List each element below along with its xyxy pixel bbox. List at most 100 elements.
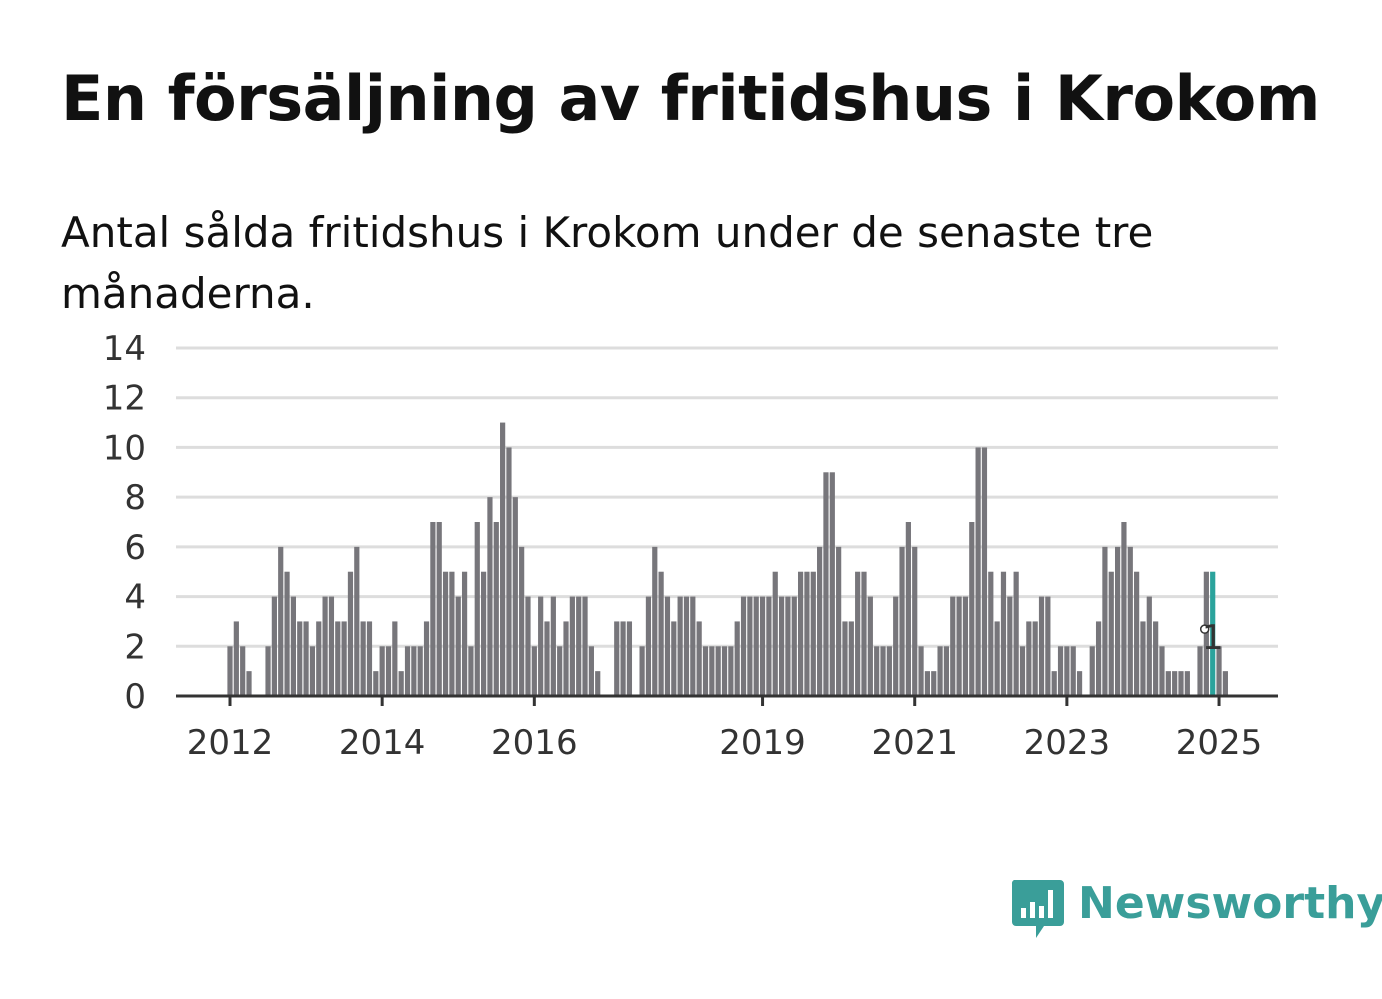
bar [683, 596, 690, 696]
bar [347, 571, 354, 696]
bar [924, 671, 930, 696]
bar [1203, 571, 1209, 696]
bar [328, 596, 335, 696]
bar [1140, 621, 1146, 696]
bar [842, 621, 848, 696]
bar [880, 646, 886, 696]
bar [582, 596, 588, 696]
bar [442, 571, 449, 696]
brand-name: Newsworthy [1078, 878, 1382, 929]
bar [595, 671, 601, 696]
bar [1121, 522, 1127, 696]
bar [734, 621, 740, 696]
bar [500, 422, 506, 696]
bar [810, 571, 816, 696]
bar [290, 596, 296, 696]
bar [1115, 546, 1121, 696]
bar [772, 571, 778, 696]
bar [512, 497, 518, 696]
bar [671, 621, 677, 696]
bar [645, 596, 652, 696]
bar [385, 646, 392, 696]
bar [658, 571, 664, 696]
bar [474, 522, 480, 696]
bar [303, 621, 309, 696]
bar [1216, 646, 1222, 696]
bar [297, 621, 303, 696]
bar [404, 646, 411, 696]
bar [341, 621, 347, 696]
bar [652, 546, 658, 696]
bar [1026, 621, 1032, 696]
bar [759, 596, 766, 696]
bar [1095, 621, 1102, 696]
bar [798, 571, 804, 696]
bar [855, 571, 861, 696]
bar [715, 646, 721, 696]
bar [817, 546, 823, 696]
bar [899, 546, 905, 696]
bar [918, 646, 924, 696]
bar [709, 646, 715, 696]
bar [379, 646, 385, 696]
bar [569, 596, 575, 696]
bar [1089, 646, 1095, 696]
bar [417, 646, 423, 696]
bar [1000, 571, 1007, 696]
x-tick-label: 2016 [491, 723, 578, 763]
bar [436, 522, 442, 696]
bar [563, 621, 569, 696]
bar [836, 546, 842, 696]
bar [468, 646, 474, 696]
bar [233, 621, 239, 696]
bar [392, 621, 398, 696]
bar [550, 596, 556, 696]
bar [1159, 646, 1165, 696]
bar [493, 522, 499, 696]
bar [227, 646, 233, 696]
bar [702, 646, 709, 696]
bar [874, 646, 880, 696]
bar [1051, 671, 1057, 696]
y-tick-label: 0 [124, 677, 146, 717]
bar [664, 596, 671, 696]
bar [778, 596, 785, 696]
bar [322, 596, 328, 696]
bar [943, 646, 950, 696]
newsworthy-chart-bubble-icon [1011, 880, 1064, 938]
bar [823, 472, 829, 696]
bar [1184, 671, 1190, 696]
bar [430, 522, 436, 696]
x-tick-label: 2021 [871, 723, 958, 763]
bar [1197, 646, 1203, 696]
highlight-marker [1199, 624, 1210, 634]
bar [905, 522, 911, 696]
bar [576, 596, 582, 696]
bar [1153, 621, 1159, 696]
bar [588, 646, 594, 696]
bar [461, 571, 468, 696]
bar [1076, 671, 1083, 696]
bar [519, 546, 525, 696]
y-tick-label: 2 [124, 627, 146, 667]
x-tick-label: 2023 [1024, 723, 1111, 763]
bar [861, 571, 867, 696]
highlight-label: 1 [1202, 618, 1224, 658]
x-tick-label: 2012 [187, 723, 274, 763]
bar [785, 596, 791, 696]
bar [740, 596, 747, 696]
bar [1165, 671, 1171, 696]
y-tick-label: 8 [124, 478, 146, 518]
chart-subtitle: Antal sålda fritidshus i Krokom under de… [61, 208, 1154, 318]
bar [246, 671, 252, 696]
y-tick-label: 12 [103, 379, 146, 419]
bar [994, 621, 1000, 696]
x-axis: 2012 2014 2016 2019 2021 2023 2025 [187, 696, 1262, 763]
y-tick-label: 4 [124, 578, 146, 618]
bar [309, 646, 316, 696]
y-tick-label: 14 [103, 329, 146, 369]
bar [449, 571, 455, 696]
bar [867, 596, 873, 696]
bar [1013, 571, 1019, 696]
bar [398, 671, 404, 696]
